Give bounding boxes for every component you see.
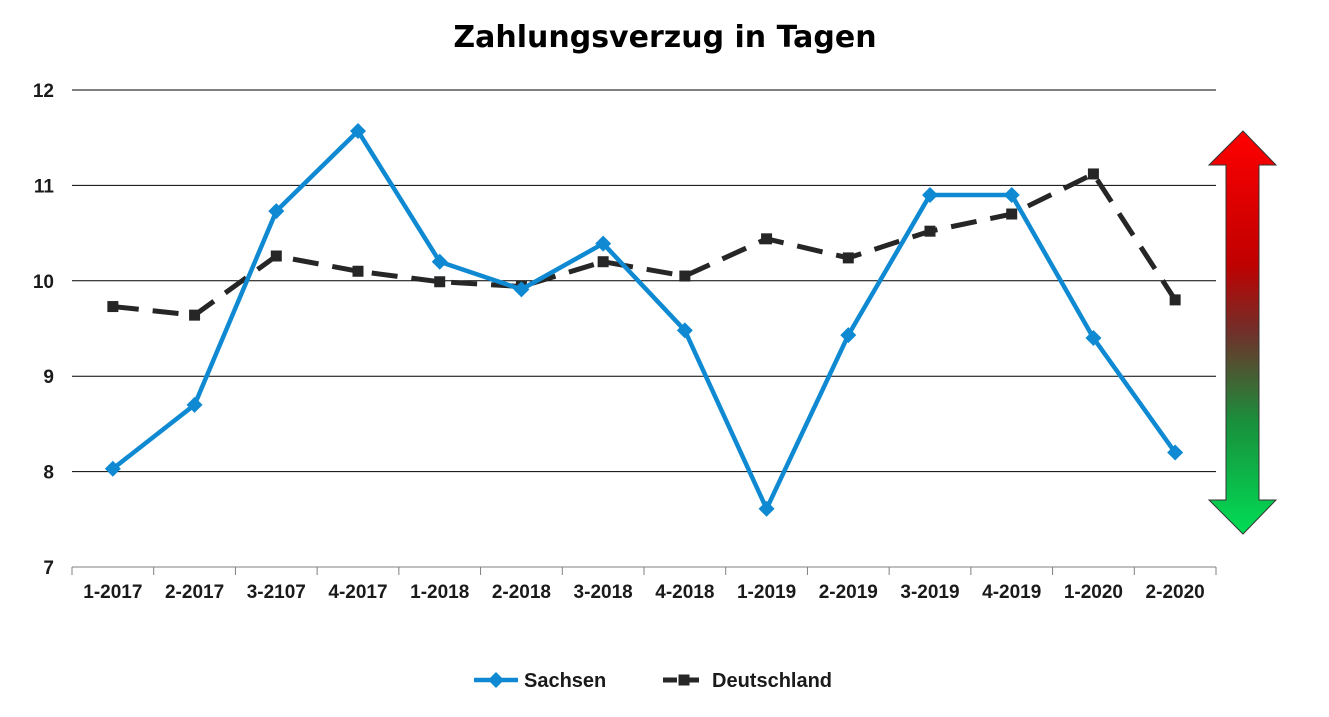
data-point-deutschland	[597, 256, 609, 268]
series-deutschland	[107, 168, 1181, 321]
data-point-deutschland	[1087, 168, 1099, 180]
data-point-sachsen	[840, 327, 857, 344]
x-tick-label: 3-2019	[900, 582, 959, 603]
axes	[71, 566, 1217, 575]
x-tick-label: 3-2018	[574, 582, 633, 603]
series-line-deutschland	[112, 171, 1178, 318]
x-tick-label: 1-2018	[410, 582, 469, 603]
range-arrow-icon	[1207, 130, 1278, 535]
data-point-sachsen	[676, 322, 693, 339]
data-point-sachsen	[350, 123, 366, 140]
data-point-deutschland	[761, 233, 773, 245]
legend-swatch-marker	[678, 674, 690, 686]
x-tick-label: 1-2019	[737, 582, 796, 603]
x-tick-label: 2-2020	[1146, 582, 1205, 603]
y-tick-label: 10	[33, 272, 54, 293]
data-point-sachsen	[513, 281, 530, 298]
data-point-deutschland	[189, 309, 201, 321]
data-point-deutschland	[107, 301, 119, 313]
data-point-sachsen	[104, 460, 121, 477]
legend-item-sachsen: Sachsen	[474, 670, 606, 692]
data-point-deutschland	[924, 225, 936, 237]
data-point-sachsen	[431, 253, 448, 270]
data-point-sachsen	[268, 203, 285, 220]
data-point-deutschland	[352, 265, 364, 277]
x-tick-label: 4-2017	[328, 582, 387, 603]
data-point-deutschland	[1169, 294, 1181, 306]
y-tick-label: 7	[43, 558, 54, 579]
data-point-deutschland	[679, 270, 691, 282]
legend-item-deutschland: Deutschland	[663, 670, 832, 692]
x-tick-label: 4-2018	[655, 582, 714, 603]
legend-swatch-marker	[488, 672, 504, 688]
legend-label: Deutschland	[712, 670, 832, 692]
y-tick-label: 12	[33, 81, 54, 102]
y-tick-label: 11	[34, 176, 55, 197]
gridlines	[72, 89, 1216, 473]
data-point-sachsen	[1085, 330, 1102, 347]
x-tick-label: 2-2017	[165, 582, 224, 603]
legend: Sachsen Deutschland	[474, 670, 832, 692]
y-tick-label: 9	[43, 367, 54, 388]
chart-title: Zahlungsverzug in Tagen	[453, 20, 876, 55]
data-point-deutschland	[1006, 208, 1018, 220]
data-point-deutschland	[842, 252, 854, 264]
series	[104, 123, 1184, 517]
x-tick-label: 1-2017	[83, 582, 142, 603]
x-tick-label: 2-2018	[492, 582, 551, 603]
data-point-sachsen	[758, 500, 775, 517]
x-tick-label: 3-2107	[247, 582, 306, 603]
data-point-sachsen	[922, 186, 938, 203]
data-point-deutschland	[434, 276, 446, 288]
x-tick-labels: 1-2017 2-2017 3-2107 4-2017 1-2018 2-2018 3-20…	[83, 582, 1204, 603]
y-tick-labels: 7 8 9 10 11 12	[33, 81, 55, 579]
y-tick-label: 8	[43, 463, 54, 484]
data-point-sachsen	[186, 396, 203, 413]
legend-label: Sachsen	[524, 670, 606, 692]
data-point-sachsen	[595, 235, 612, 252]
series-line-sachsen	[110, 128, 1178, 512]
data-point-sachsen	[1167, 444, 1184, 461]
x-tick-label: 4-2019	[982, 582, 1041, 603]
data-point-sachsen	[1003, 186, 1020, 203]
x-tick-label: 2-2019	[819, 582, 878, 603]
data-point-deutschland	[270, 250, 282, 262]
series-sachsen	[104, 123, 1184, 517]
x-tick-label: 1-2020	[1064, 582, 1123, 603]
